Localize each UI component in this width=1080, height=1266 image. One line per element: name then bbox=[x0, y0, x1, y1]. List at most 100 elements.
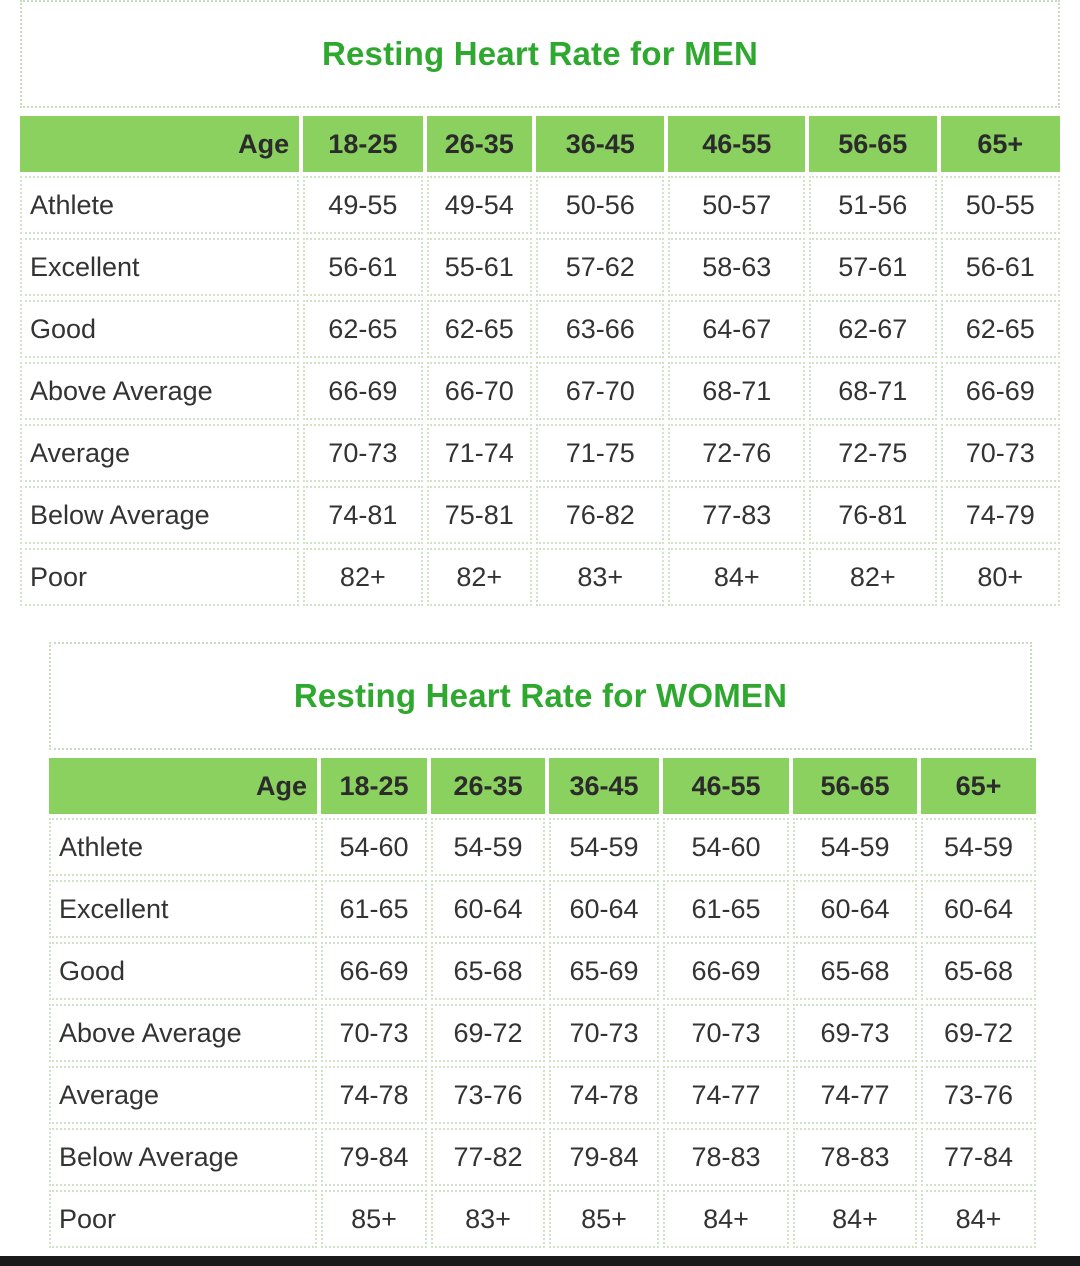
table-cell: 60-64 bbox=[431, 880, 545, 938]
table-cell: 74-77 bbox=[663, 1066, 789, 1124]
table-row: Below Average 74-81 75-81 76-82 77-83 76… bbox=[20, 486, 1060, 544]
row-label: Average bbox=[20, 424, 300, 482]
table-cell: 71-75 bbox=[535, 424, 665, 482]
table-row: Excellent 61-65 60-64 60-64 61-65 60-64 … bbox=[49, 880, 1036, 938]
table-cell: 55-61 bbox=[426, 238, 532, 296]
table-cell: 70-73 bbox=[940, 424, 1060, 482]
women-age-group-header: 56-65 bbox=[793, 758, 917, 814]
table-cell: 60-64 bbox=[921, 880, 1036, 938]
men-age-group-header: 26-35 bbox=[426, 116, 532, 172]
table-cell: 84+ bbox=[921, 1190, 1036, 1248]
table-cell: 54-60 bbox=[663, 818, 789, 876]
table-cell: 79-84 bbox=[321, 1128, 427, 1186]
bottom-bar bbox=[0, 1256, 1080, 1266]
table-cell: 80+ bbox=[940, 548, 1060, 606]
table-cell: 62-65 bbox=[940, 300, 1060, 358]
table-cell: 65-68 bbox=[431, 942, 545, 1000]
table-cell: 66-69 bbox=[663, 942, 789, 1000]
women-header-row: Age 18-25 26-35 36-45 46-55 56-65 65+ bbox=[49, 758, 1036, 814]
table-cell: 70-73 bbox=[549, 1004, 659, 1062]
table-row: Athlete 54-60 54-59 54-59 54-60 54-59 54… bbox=[49, 818, 1036, 876]
table-cell: 69-73 bbox=[793, 1004, 917, 1062]
table-cell: 54-59 bbox=[549, 818, 659, 876]
table-cell: 50-56 bbox=[535, 176, 665, 234]
row-label: Excellent bbox=[20, 238, 300, 296]
women-age-group-header: 18-25 bbox=[321, 758, 427, 814]
table-cell: 63-66 bbox=[535, 300, 665, 358]
table-cell: 57-61 bbox=[809, 238, 937, 296]
men-age-group-header: 36-45 bbox=[535, 116, 665, 172]
women-heart-rate-table: Age 18-25 26-35 36-45 46-55 56-65 65+ At… bbox=[45, 754, 1040, 1252]
row-label: Poor bbox=[49, 1190, 317, 1248]
table-row: Excellent 56-61 55-61 57-62 58-63 57-61 … bbox=[20, 238, 1060, 296]
row-label: Good bbox=[49, 942, 317, 1000]
table-cell: 49-55 bbox=[303, 176, 423, 234]
table-cell: 84+ bbox=[793, 1190, 917, 1248]
row-label: Poor bbox=[20, 548, 300, 606]
table-cell: 74-77 bbox=[793, 1066, 917, 1124]
table-cell: 76-82 bbox=[535, 486, 665, 544]
table-cell: 70-73 bbox=[303, 424, 423, 482]
row-label: Above Average bbox=[49, 1004, 317, 1062]
table-cell: 54-59 bbox=[793, 818, 917, 876]
table-row: Poor 82+ 82+ 83+ 84+ 82+ 80+ bbox=[20, 548, 1060, 606]
women-title: Resting Heart Rate for WOMEN bbox=[293, 677, 788, 714]
women-age-group-header: 65+ bbox=[921, 758, 1036, 814]
table-cell: 74-78 bbox=[321, 1066, 427, 1124]
table-cell: 74-78 bbox=[549, 1066, 659, 1124]
table-cell: 70-73 bbox=[321, 1004, 427, 1062]
table-cell: 75-81 bbox=[426, 486, 532, 544]
table-cell: 62-67 bbox=[809, 300, 937, 358]
men-section: Resting Heart Rate for MEN Age 18-25 26-… bbox=[20, 0, 1060, 610]
men-age-group-header: 56-65 bbox=[809, 116, 937, 172]
table-cell: 54-60 bbox=[321, 818, 427, 876]
table-cell: 65-69 bbox=[549, 942, 659, 1000]
men-age-group-header: 46-55 bbox=[668, 116, 805, 172]
men-age-group-header: 18-25 bbox=[303, 116, 423, 172]
men-age-header: Age bbox=[20, 116, 300, 172]
table-cell: 66-70 bbox=[426, 362, 532, 420]
table-cell: 49-54 bbox=[426, 176, 532, 234]
table-cell: 77-82 bbox=[431, 1128, 545, 1186]
table-cell: 62-65 bbox=[426, 300, 532, 358]
table-cell: 69-72 bbox=[921, 1004, 1036, 1062]
men-header-row: Age 18-25 26-35 36-45 46-55 56-65 65+ bbox=[20, 116, 1060, 172]
table-cell: 71-74 bbox=[426, 424, 532, 482]
table-cell: 74-79 bbox=[940, 486, 1060, 544]
table-cell: 73-76 bbox=[431, 1066, 545, 1124]
table-cell: 65-68 bbox=[793, 942, 917, 1000]
table-cell: 50-55 bbox=[940, 176, 1060, 234]
table-cell: 74-81 bbox=[303, 486, 423, 544]
table-cell: 76-81 bbox=[809, 486, 937, 544]
table-cell: 79-84 bbox=[549, 1128, 659, 1186]
table-row: Above Average 66-69 66-70 67-70 68-71 68… bbox=[20, 362, 1060, 420]
women-section: Resting Heart Rate for WOMEN Age 18-25 2… bbox=[49, 642, 1036, 1252]
table-cell: 85+ bbox=[321, 1190, 427, 1248]
table-cell: 67-70 bbox=[535, 362, 665, 420]
table-cell: 77-84 bbox=[921, 1128, 1036, 1186]
table-cell: 69-72 bbox=[431, 1004, 545, 1062]
row-label: Athlete bbox=[49, 818, 317, 876]
table-cell: 64-67 bbox=[668, 300, 805, 358]
table-cell: 84+ bbox=[663, 1190, 789, 1248]
row-label: Average bbox=[49, 1066, 317, 1124]
table-cell: 83+ bbox=[431, 1190, 545, 1248]
men-title: Resting Heart Rate for MEN bbox=[321, 35, 759, 72]
table-cell: 73-76 bbox=[921, 1066, 1036, 1124]
table-cell: 78-83 bbox=[663, 1128, 789, 1186]
table-cell: 84+ bbox=[668, 548, 805, 606]
table-cell: 62-65 bbox=[303, 300, 423, 358]
table-row: Average 74-78 73-76 74-78 74-77 74-77 73… bbox=[49, 1066, 1036, 1124]
table-cell: 60-64 bbox=[549, 880, 659, 938]
table-cell: 78-83 bbox=[793, 1128, 917, 1186]
table-cell: 83+ bbox=[535, 548, 665, 606]
table-cell: 66-69 bbox=[321, 942, 427, 1000]
table-cell: 56-61 bbox=[940, 238, 1060, 296]
women-age-header: Age bbox=[49, 758, 317, 814]
table-cell: 72-75 bbox=[809, 424, 937, 482]
table-cell: 54-59 bbox=[431, 818, 545, 876]
men-heart-rate-table: Age 18-25 26-35 36-45 46-55 56-65 65+ At… bbox=[16, 112, 1064, 610]
table-row: Good 66-69 65-68 65-69 66-69 65-68 65-68 bbox=[49, 942, 1036, 1000]
table-cell: 65-68 bbox=[921, 942, 1036, 1000]
